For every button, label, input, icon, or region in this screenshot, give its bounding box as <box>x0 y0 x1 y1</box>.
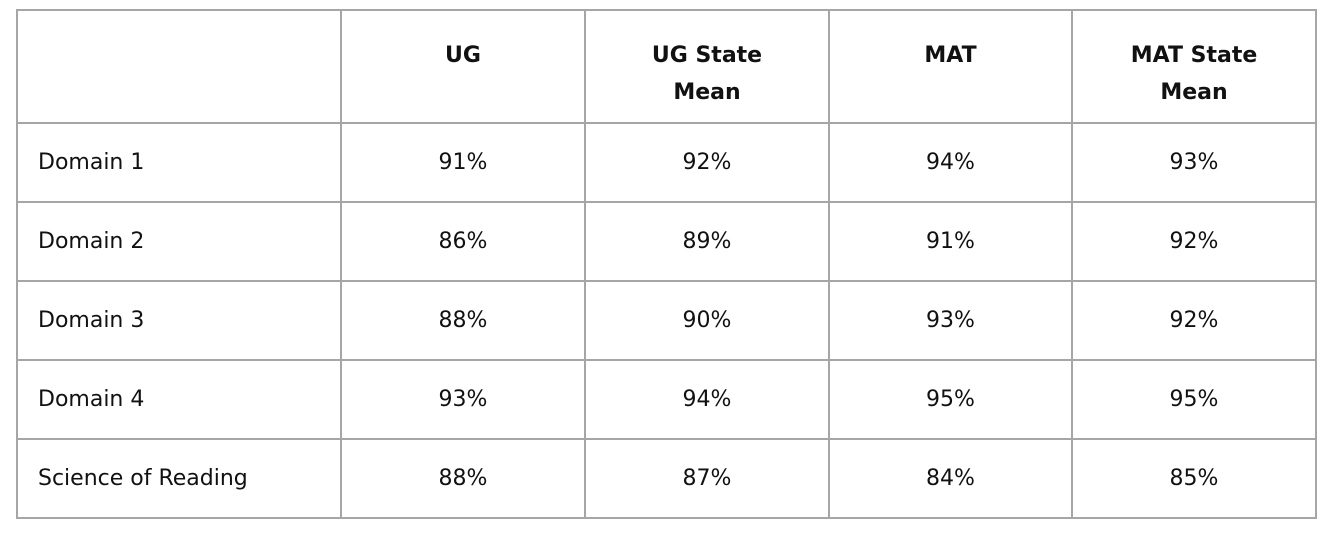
value-cell: 93% <box>340 359 586 440</box>
table-header: UG UG State Mean MAT MAT State Mean <box>16 9 1317 124</box>
header-cell <box>16 9 342 124</box>
table-row: Science of Reading 88% 87% 84% 85% <box>16 438 1317 519</box>
table-row: Domain 3 88% 90% 93% 92% <box>16 280 1317 361</box>
value-cell: 92% <box>1071 201 1317 282</box>
value-cell: 95% <box>828 359 1073 440</box>
header-cell: UG State Mean <box>584 9 830 124</box>
row-label: Science of Reading <box>16 438 342 519</box>
value-cell: 92% <box>1071 280 1317 361</box>
table-body: Domain 1 91% 92% 94% 93% Domain 2 86% 89% 91% 92%… <box>16 122 1317 519</box>
value-cell: 95% <box>1071 359 1317 440</box>
value-cell: 93% <box>1071 122 1317 203</box>
value-cell: 92% <box>584 122 830 203</box>
value-cell: 88% <box>340 280 586 361</box>
value-cell: 91% <box>828 201 1073 282</box>
table-row: Domain 2 86% 89% 91% 92% <box>16 201 1317 282</box>
header-text: UG State Mean <box>651 43 763 105</box>
table-row: Domain 1 91% 92% 94% 93% <box>16 122 1317 203</box>
header-text: MAT State Mean <box>1130 43 1258 105</box>
value-cell: 90% <box>584 280 830 361</box>
value-cell: 93% <box>828 280 1073 361</box>
header-cell: MAT State Mean <box>1071 9 1317 124</box>
value-cell: 94% <box>584 359 830 440</box>
row-label: Domain 4 <box>16 359 342 440</box>
results-table: UG UG State Mean MAT MAT State Mean Domain … <box>16 9 1317 519</box>
value-cell: 85% <box>1071 438 1317 519</box>
row-label: Domain 2 <box>16 201 342 282</box>
value-cell: 89% <box>584 201 830 282</box>
row-label: Domain 1 <box>16 122 342 203</box>
header-cell: MAT <box>828 9 1073 124</box>
header-cell: UG <box>340 9 586 124</box>
value-cell: 86% <box>340 201 586 282</box>
header-text: MAT <box>924 43 977 68</box>
value-cell: 88% <box>340 438 586 519</box>
value-cell: 87% <box>584 438 830 519</box>
row-label: Domain 3 <box>16 280 342 361</box>
value-cell: 94% <box>828 122 1073 203</box>
table-row: Domain 4 93% 94% 95% 95% <box>16 359 1317 440</box>
value-cell: 91% <box>340 122 586 203</box>
header-row: UG UG State Mean MAT MAT State Mean <box>16 9 1317 124</box>
header-text: UG <box>445 43 481 68</box>
value-cell: 84% <box>828 438 1073 519</box>
